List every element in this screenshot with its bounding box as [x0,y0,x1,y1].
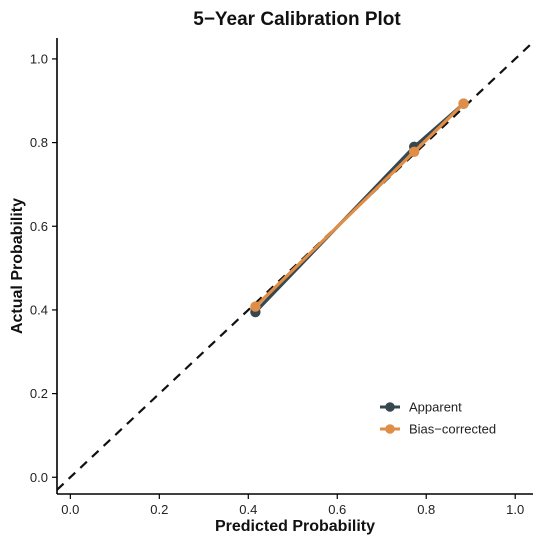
data-point [409,146,420,157]
x-tick-label: 0.6 [328,502,346,517]
y-tick-label: 0.0 [30,470,48,485]
y-axis-ticks: 0.0 0.2 0.4 0.6 0.8 1.0 [30,51,57,485]
series-line [253,102,466,309]
y-tick-label: 1.0 [30,51,48,66]
x-tick-label: 0.2 [150,502,168,517]
x-axis-ticks: 0.0 0.2 0.4 0.6 0.8 1.0 [61,494,524,517]
y-axis-title: Actual Probability [9,198,26,334]
x-axis-title: Predicted Probability [215,518,375,535]
legend-item: Bias−corrected [380,422,496,437]
legend-label: Bias−corrected [409,422,496,437]
chart-title: 5−Year Calibration Plot [193,9,401,30]
data-point [250,301,261,312]
plot-area: 0.0 0.2 0.4 0.6 0.8 1.0 0.0 0.2 0.4 0.6 0.8 1.0 [30,38,534,517]
series-group [250,98,469,312]
y-tick-label: 0.8 [30,135,48,150]
x-tick-label: 0.8 [417,502,435,517]
x-tick-label: 0.4 [239,502,257,517]
series-layer [250,98,469,318]
x-tick-label: 1.0 [506,502,524,517]
x-tick-label: 0.0 [61,502,79,517]
legend-swatch-marker [385,424,395,434]
legend-label: Apparent [409,400,462,415]
y-tick-label: 0.2 [30,386,48,401]
legend-swatch-marker [385,402,395,412]
data-point [458,98,469,109]
legend-item: Apparent [380,400,462,415]
y-tick-label: 0.4 [30,302,48,317]
legend: Apparent Bias−corrected [380,400,496,437]
y-tick-label: 0.6 [30,219,48,234]
